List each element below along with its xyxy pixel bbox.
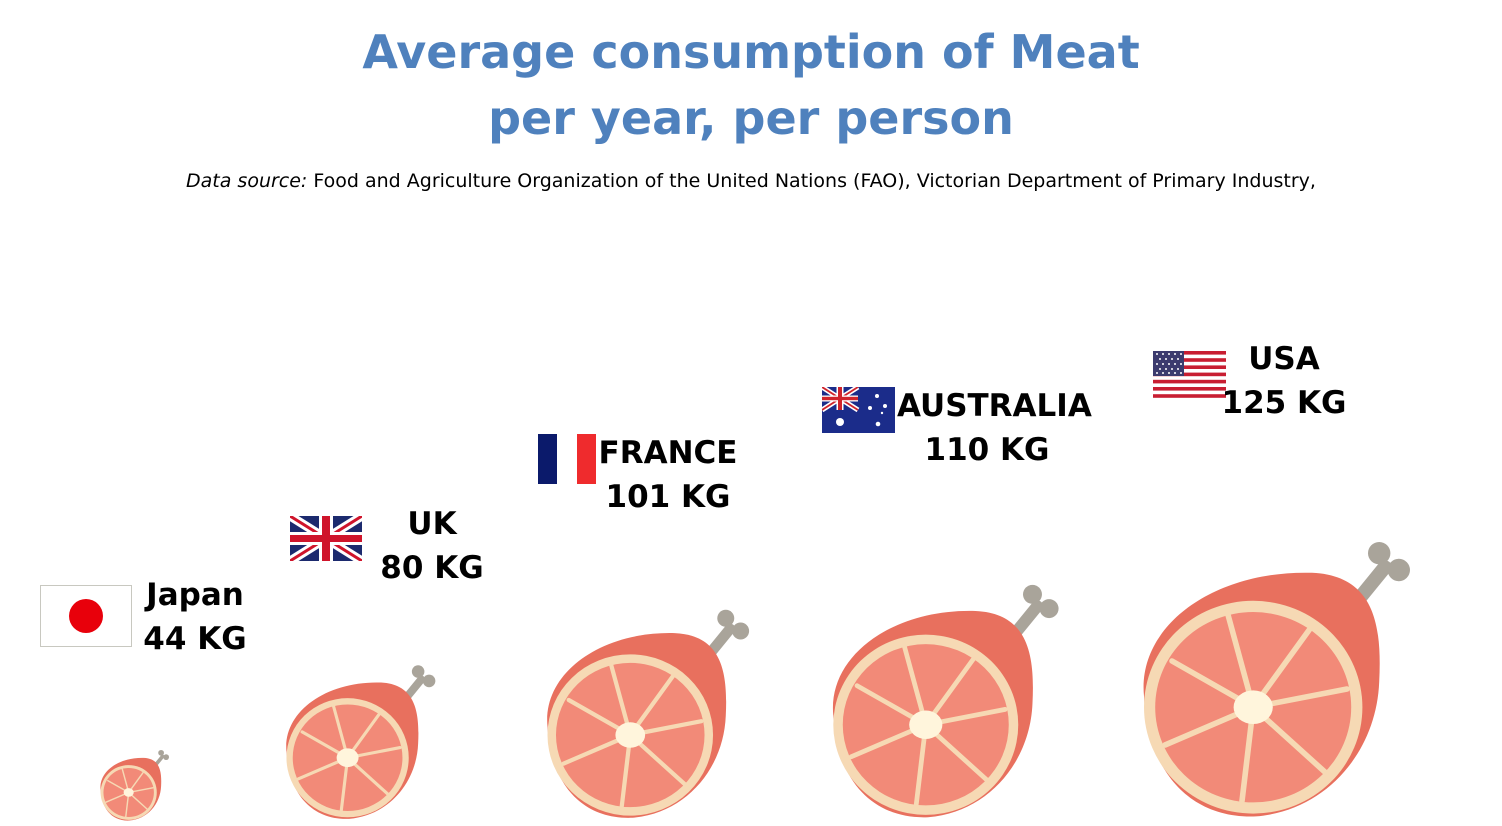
ham-mark-usa — [1143, 542, 1410, 817]
value-label: 44 KG — [143, 621, 247, 657]
japan-flag-icon — [40, 585, 132, 647]
ham-mark-uk — [286, 665, 436, 819]
category-label: FRANCE — [598, 435, 738, 471]
ham-mark-japan — [100, 749, 170, 821]
usa-flag-icon — [1153, 351, 1226, 398]
category-label: AUSTRALIA — [897, 388, 1092, 424]
value-label: 125 KG — [1221, 385, 1347, 421]
ham-mark-australia — [832, 584, 1059, 818]
value-label: 101 KG — [605, 479, 731, 515]
chart-title-line-1: Average consumption of Meat — [362, 25, 1140, 79]
data-source-label: Data source: — [186, 170, 308, 192]
france-flag-icon — [538, 434, 596, 484]
category-label: USA — [1248, 341, 1320, 377]
label-uk: UK 80 KG — [372, 502, 492, 590]
label-japan: Japan 44 KG — [135, 573, 255, 661]
value-label: 80 KG — [380, 550, 484, 586]
ham-mark-france — [547, 609, 750, 818]
data-source-text: Food and Agriculture Organization of the… — [307, 170, 1316, 192]
uk-flag-icon — [290, 516, 362, 561]
category-label: Japan — [146, 577, 244, 613]
australia-flag-icon — [822, 387, 895, 433]
label-australia: AUSTRALIA 110 KG — [897, 384, 1092, 472]
category-label: UK — [407, 506, 457, 542]
label-usa: USA 125 KG — [1219, 337, 1349, 425]
chart-title-line-2: per year, per person — [488, 91, 1014, 145]
data-source-note: Data source: Food and Agriculture Organi… — [0, 170, 1502, 192]
label-france: FRANCE 101 KG — [598, 431, 738, 519]
value-label: 110 KG — [924, 432, 1050, 468]
